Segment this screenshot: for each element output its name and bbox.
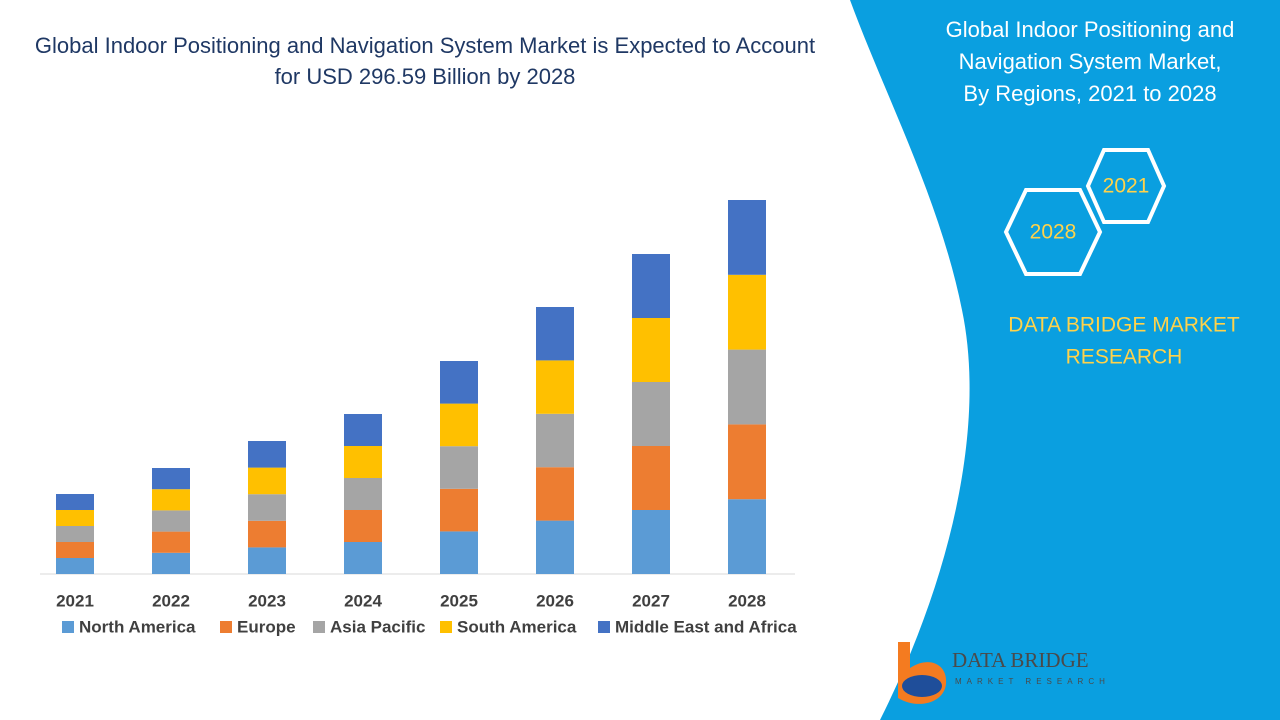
bar-segment xyxy=(152,552,190,574)
bar-segment xyxy=(56,526,94,542)
bar-segment xyxy=(344,542,382,574)
legend-swatch xyxy=(220,621,232,633)
legend-label: Europe xyxy=(237,617,296,636)
bar-segment xyxy=(728,274,766,350)
logo-icon xyxy=(898,642,947,704)
legend-swatch xyxy=(440,621,452,633)
bar-segment xyxy=(632,382,670,446)
bar-segment xyxy=(440,488,478,532)
legend-label: Asia Pacific xyxy=(330,617,425,636)
legend-label: South America xyxy=(457,617,577,636)
bar-segment xyxy=(536,307,574,361)
side-panel-bg xyxy=(850,0,1280,720)
legend-swatch xyxy=(313,621,325,633)
x-tick-label: 2026 xyxy=(536,591,574,610)
bar-segment xyxy=(536,360,574,414)
bar-segment xyxy=(344,414,382,446)
panel-title: By Regions, 2021 to 2028 xyxy=(963,81,1216,106)
bar-segment xyxy=(56,558,94,574)
bar-segment xyxy=(536,413,574,468)
bar-segment xyxy=(440,403,478,447)
bar-segment xyxy=(248,547,286,574)
bar-segment xyxy=(632,254,670,318)
bar-segment xyxy=(152,489,190,511)
panel-title: Global Indoor Positioning and xyxy=(946,17,1235,42)
brand-text: DATA BRIDGE MARKET xyxy=(1008,314,1240,337)
bar-segment xyxy=(728,499,766,574)
x-tick-label: 2025 xyxy=(440,591,478,610)
bar-segment xyxy=(248,441,286,468)
legend-swatch xyxy=(62,621,74,633)
hexagon xyxy=(1003,188,1103,276)
bar-segment xyxy=(152,468,190,490)
bar-segment xyxy=(536,520,574,574)
bar-segment xyxy=(632,318,670,382)
bar-segment xyxy=(344,478,382,510)
x-tick-label: 2022 xyxy=(152,591,190,610)
bar-segment xyxy=(344,446,382,478)
logo-tagline: MARKET RESEARCH xyxy=(955,677,1110,686)
x-tick-label: 2027 xyxy=(632,591,670,610)
x-tick-label: 2028 xyxy=(728,591,766,610)
panel-title: Navigation System Market, xyxy=(959,49,1222,74)
bar-segment xyxy=(56,510,94,526)
logo-shape xyxy=(902,675,942,697)
bar-segment xyxy=(344,510,382,542)
chart-title: Global Indoor Positioning and Navigation… xyxy=(34,33,816,89)
x-tick-label: 2023 xyxy=(248,591,286,610)
bar-segment xyxy=(440,446,478,489)
bar-segment xyxy=(632,510,670,574)
bar-segment xyxy=(440,531,478,574)
x-tick-label: 2021 xyxy=(56,591,94,610)
logo-name: DATA BRIDGE xyxy=(952,648,1089,672)
hexagon xyxy=(1085,148,1167,224)
hexagon-label: 2021 xyxy=(1103,175,1150,198)
bar-segment xyxy=(152,531,190,553)
bar-segment xyxy=(728,424,766,500)
bar-segment xyxy=(632,446,670,510)
legend-label: North America xyxy=(79,617,196,636)
legend-label: Middle East and Africa xyxy=(615,617,797,636)
bar-segment xyxy=(56,494,94,510)
brand-text: RESEARCH xyxy=(1066,346,1183,369)
bar-segment xyxy=(248,520,286,548)
bar-segment xyxy=(248,467,286,495)
bar-segment xyxy=(152,510,190,532)
bar-segment xyxy=(248,494,286,521)
hexagon-label: 2028 xyxy=(1030,221,1077,244)
bar-segment xyxy=(728,349,766,425)
bar-segment xyxy=(56,542,94,558)
legend-swatch xyxy=(598,621,610,633)
bar-segment xyxy=(728,200,766,275)
bar-segment xyxy=(440,361,478,404)
x-tick-label: 2024 xyxy=(344,591,382,610)
bar-segment xyxy=(536,467,574,521)
